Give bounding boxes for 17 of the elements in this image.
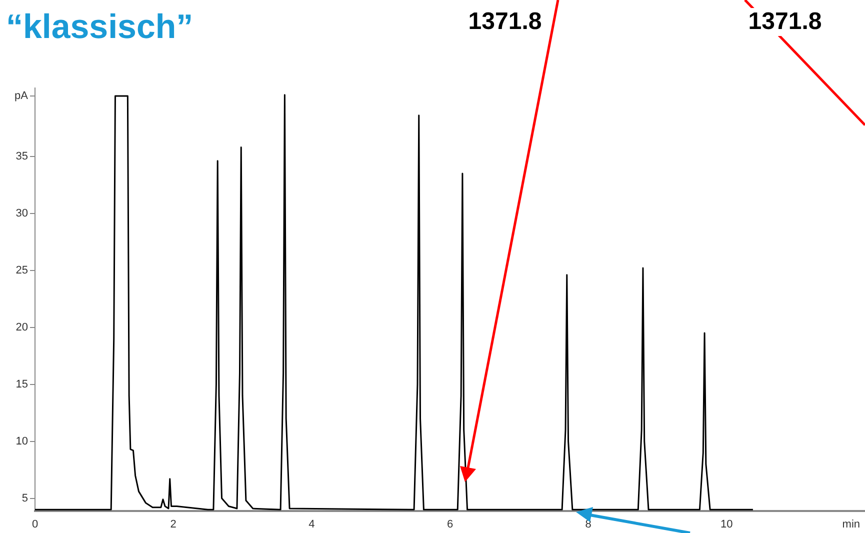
x-tick-label: 6 xyxy=(446,518,454,530)
x-tick-label: 0 xyxy=(32,518,38,530)
y-tick-label: 25 xyxy=(16,264,28,276)
y-tick-label: 30 xyxy=(16,207,28,220)
y-tick-label: 15 xyxy=(16,378,28,390)
y-tick-label: pA xyxy=(14,90,29,102)
chart-title: “klassisch” xyxy=(6,8,194,47)
x-tick-label: 4 xyxy=(308,518,315,530)
text: 1371.8 xyxy=(466,8,544,36)
y-tick-label: 5 xyxy=(22,492,28,504)
x-tick-label: 2 xyxy=(170,518,176,530)
y-tick-label: 20 xyxy=(16,321,28,334)
x-tick-label: min xyxy=(842,518,860,530)
y-tick-label: 10 xyxy=(16,435,28,448)
x-tick-label: 10 xyxy=(720,518,733,530)
text: 1371.8 xyxy=(746,8,824,36)
y-tick-label: 35 xyxy=(16,150,28,162)
